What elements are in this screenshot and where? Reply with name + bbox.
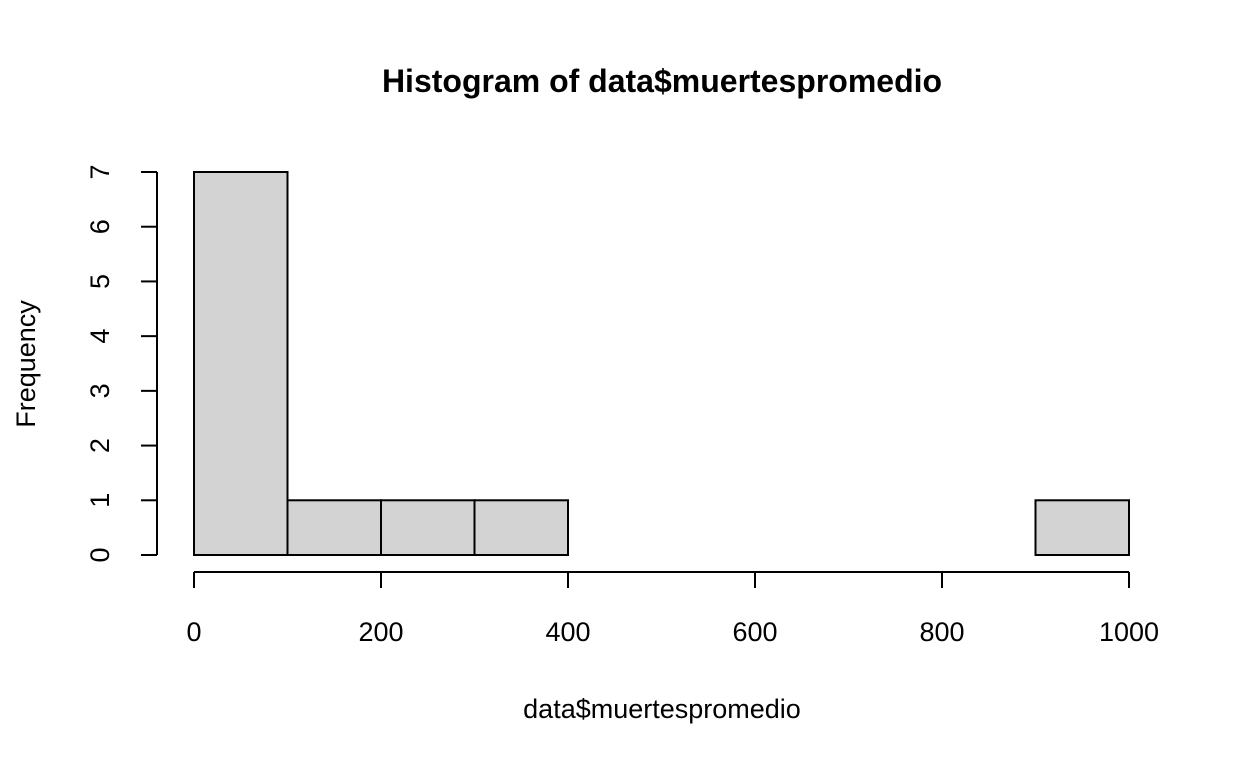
x-tick-label: 0 <box>186 617 201 647</box>
y-tick-label: 0 <box>85 547 115 562</box>
y-tick-label: 7 <box>85 164 115 179</box>
y-axis: 0 1 2 3 4 5 6 7 <box>85 164 158 563</box>
y-tick-label: 3 <box>85 383 115 398</box>
histogram-bar <box>1034 499 1130 556</box>
x-axis-label: data$muertespromedio <box>523 694 801 724</box>
y-axis-label: Frequency <box>11 300 41 428</box>
x-tick-label: 800 <box>919 617 964 647</box>
y-tick-label: 5 <box>85 274 115 289</box>
bars-group <box>193 171 1130 556</box>
x-tick-label: 600 <box>732 617 777 647</box>
histogram-bar <box>473 499 569 556</box>
y-tick-label: 2 <box>85 438 115 453</box>
y-tick-label: 6 <box>85 219 115 234</box>
x-tick-label: 200 <box>358 617 403 647</box>
histogram-bar <box>380 499 476 556</box>
x-tick-label: 400 <box>545 617 590 647</box>
histogram-bar <box>286 499 382 556</box>
chart-title: Histogram of data$muertespromedio <box>382 63 942 99</box>
histogram-bar <box>193 171 289 556</box>
x-axis: 0 200 400 600 800 1000 <box>186 571 1159 647</box>
y-tick-label: 1 <box>85 493 115 508</box>
y-tick-label: 4 <box>85 329 115 344</box>
x-tick-label: 1000 <box>1099 617 1159 647</box>
